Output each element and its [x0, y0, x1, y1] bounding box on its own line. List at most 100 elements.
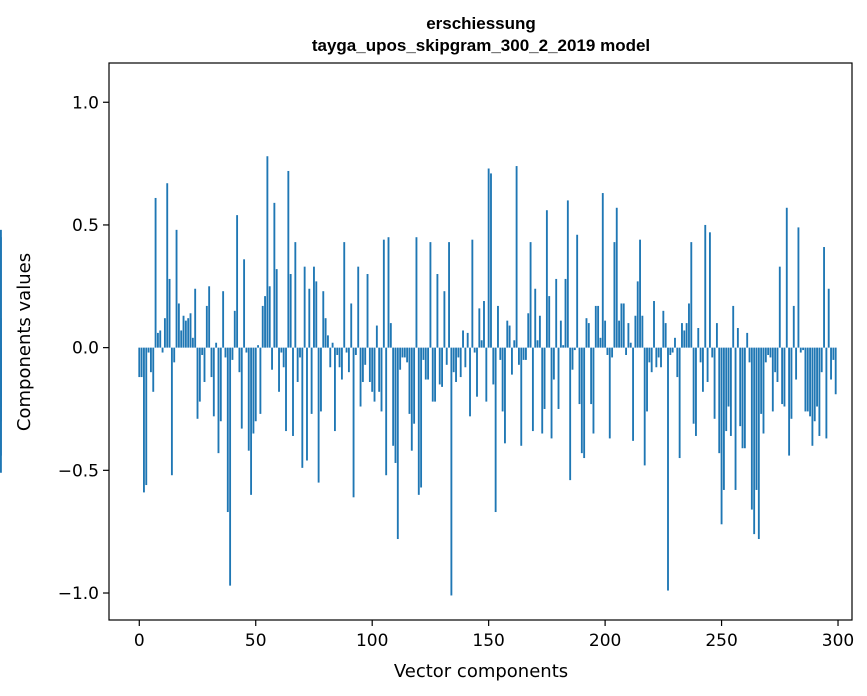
bar-component-80 — [325, 318, 327, 347]
bar-component-138 — [460, 348, 462, 377]
bar-component-130 — [441, 348, 443, 387]
bar-component-1 — [141, 348, 143, 377]
bar-component-100 — [371, 348, 373, 392]
bar-component-235 — [686, 323, 688, 348]
bar-component-217 — [644, 348, 646, 466]
bar-component-251 — [723, 348, 725, 490]
bar-component-220 — [651, 348, 653, 373]
bar-component-185 — [569, 348, 571, 481]
bar-component-62 — [283, 348, 285, 368]
bar-component-20 — [185, 321, 187, 348]
bar-component-148 — [483, 301, 485, 348]
bar-component-122 — [423, 348, 425, 360]
bar-component-83 — [332, 343, 334, 348]
bar-component-54 — [264, 296, 266, 348]
bar-component-81 — [327, 335, 329, 347]
bar-component-65 — [290, 274, 292, 348]
bar-component-115 — [406, 348, 408, 363]
bar-component-34 — [218, 348, 220, 454]
bar-component-187 — [574, 348, 576, 350]
bar-component-12 — [166, 183, 168, 347]
bar-component-55 — [266, 156, 268, 347]
bar-component-288 — [809, 348, 811, 417]
bar-component-293 — [821, 348, 823, 373]
bar-component-292 — [818, 348, 820, 436]
bar-component-247 — [714, 348, 716, 419]
bar-component-246 — [711, 348, 713, 358]
bar-component-142 — [469, 348, 471, 417]
bar-component-173 — [541, 348, 543, 434]
bar-component-6 — [152, 348, 154, 392]
bar-component-102 — [376, 326, 378, 348]
bar-component-70 — [301, 348, 303, 468]
bar-component-27 — [201, 348, 203, 355]
bar-component-240 — [697, 328, 699, 348]
bar-component-45 — [243, 259, 245, 347]
bar-component-0 — [138, 348, 140, 377]
bar-component-261 — [746, 333, 748, 348]
bar-component-98 — [367, 274, 369, 348]
x-tick-label: 250 — [705, 631, 737, 651]
bar-component-21 — [187, 318, 189, 347]
bar-component-3 — [145, 348, 147, 485]
chart-subtitle: tayga_upos_skipgram_300_2_2019 model — [312, 36, 650, 55]
x-tick-label: 150 — [472, 631, 504, 651]
bar-component-150 — [488, 169, 490, 348]
bar-component-298 — [832, 348, 834, 360]
bar-component-213 — [634, 316, 636, 348]
bar-component-49 — [252, 348, 254, 434]
bar-component-151 — [490, 173, 492, 347]
bar-component-183 — [565, 279, 567, 348]
bar-component-153 — [495, 348, 497, 512]
bar-component-262 — [749, 348, 751, 363]
bar-component-87 — [341, 348, 343, 380]
bar-component-271 — [770, 348, 772, 358]
bar-component-40 — [232, 348, 234, 360]
bar-component-114 — [404, 348, 406, 358]
bar-component-26 — [199, 348, 201, 402]
bar-component-256 — [735, 348, 737, 490]
bar-chart: erschiessung tayga_upos_skipgram_300_2_2… — [0, 0, 867, 696]
bar-component-105 — [383, 240, 385, 348]
bar-component-23 — [192, 338, 194, 348]
bar-component-196 — [595, 306, 597, 348]
bar-component-101 — [374, 348, 376, 402]
bar-component-193 — [588, 323, 590, 348]
bar-component-289 — [811, 348, 813, 446]
bar-component-218 — [646, 348, 648, 412]
bar-component-71 — [304, 267, 306, 348]
bar-component-143 — [471, 240, 473, 348]
bar-component-37 — [225, 348, 227, 358]
bar-component-180 — [558, 348, 560, 409]
bar-component-145 — [476, 348, 478, 397]
bar-component-147 — [481, 340, 483, 347]
bar-component-163 — [518, 348, 520, 365]
bar-component-30 — [208, 286, 210, 347]
bar-component-286 — [804, 348, 806, 412]
bar-component-222 — [655, 348, 657, 368]
bar-component-134 — [450, 348, 452, 596]
bar-component-234 — [683, 330, 685, 347]
bar-component-137 — [457, 348, 459, 358]
bar-component-161 — [513, 340, 515, 347]
bar-component-111 — [397, 348, 399, 539]
bar-component-82 — [329, 348, 331, 368]
bar-component-169 — [532, 348, 534, 431]
chart-title: erschiessung — [426, 14, 536, 33]
bar-component-36 — [222, 291, 224, 347]
bar-component-99 — [369, 348, 371, 382]
bar-component-60 — [278, 348, 280, 392]
bar-component-42 — [236, 215, 238, 348]
bar-component-186 — [572, 348, 574, 370]
bar-component-104 — [381, 348, 383, 412]
bar-component-211 — [630, 343, 632, 348]
bar-component-152 — [492, 348, 494, 385]
bar-component-25 — [197, 348, 199, 419]
bar-component-121 — [420, 348, 422, 488]
bar-component-108 — [390, 323, 392, 348]
bar-component-279 — [788, 348, 790, 456]
bar-component-191 — [583, 348, 585, 458]
bar-component-249 — [718, 348, 720, 454]
bar-component-79 — [322, 291, 324, 347]
bar-component-297 — [830, 348, 832, 380]
